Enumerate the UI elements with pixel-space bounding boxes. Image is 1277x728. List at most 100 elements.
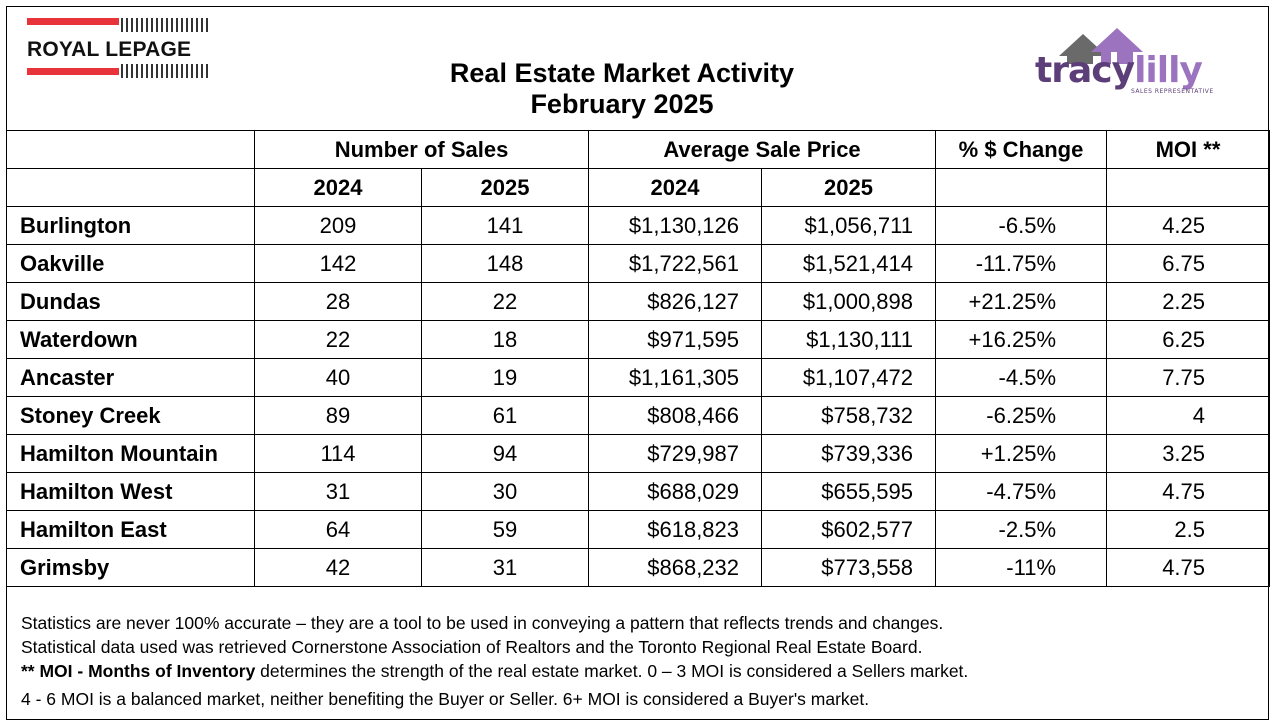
city-name: Burlington xyxy=(6,206,255,245)
avg-price-2024: $729,987 xyxy=(588,434,763,473)
avg-price-2025: $602,577 xyxy=(761,510,937,549)
percent-change: -11% xyxy=(935,548,1108,587)
moi-value: 7.75 xyxy=(1106,358,1271,397)
avg-price-2024: $971,595 xyxy=(588,320,763,359)
header-percent-change: % $ Change xyxy=(935,130,1108,169)
city-name: Oakville xyxy=(6,244,255,283)
sales-2024: 64 xyxy=(254,510,422,549)
report-title: Real Estate Market Activity February 202… xyxy=(7,58,1237,120)
tracy-lilly-logo: tracylilly SALES REPRESENTATIVE xyxy=(1031,22,1241,112)
logo-red-bar-bottom xyxy=(27,68,119,75)
sales-2025: 18 xyxy=(420,320,590,359)
avg-price-2024: $808,466 xyxy=(588,396,763,435)
report-title-line2: February 2025 xyxy=(530,89,714,119)
avg-price-2025: $758,732 xyxy=(761,396,937,435)
sales-2025: 141 xyxy=(420,206,590,245)
percent-change: -2.5% xyxy=(935,510,1108,549)
sales-2025: 61 xyxy=(420,396,590,435)
city-name: Waterdown xyxy=(6,320,255,359)
logo-subtitle: SALES REPRESENTATIVE xyxy=(1131,88,1214,95)
avg-price-2024: $1,722,561 xyxy=(588,244,763,283)
city-name: Grimsby xyxy=(6,548,255,587)
tracy-lilly-wordmark: tracylilly xyxy=(1035,50,1203,91)
city-name: Stoney Creek xyxy=(6,396,255,435)
header-sales-2024: 2024 xyxy=(254,168,422,207)
avg-price-2025: $655,595 xyxy=(761,472,937,511)
percent-change: -6.25% xyxy=(935,396,1108,435)
moi-value: 2.5 xyxy=(1106,510,1271,549)
footnote-accuracy: Statistics are never 100% accurate – the… xyxy=(21,613,944,633)
sales-2025: 22 xyxy=(420,282,590,321)
table-row: Waterdown 22 18 $971,595 $1,130,111 +16.25% 6.… xyxy=(6,320,1271,359)
percent-change: +21.25% xyxy=(935,282,1108,321)
avg-price-2024: $618,823 xyxy=(588,510,763,549)
city-name: Dundas xyxy=(6,282,255,321)
footnote-moi-term: ** MOI - Months of Inventory xyxy=(21,661,256,681)
moi-value: 6.25 xyxy=(1106,320,1271,359)
city-name: Hamilton East xyxy=(6,510,255,549)
sales-2024: 89 xyxy=(254,396,422,435)
royal-lepage-logo: ROYAL LEPAGE xyxy=(27,18,213,82)
avg-price-2024: $826,127 xyxy=(588,282,763,321)
footnote-moi-text: determines the strength of the real esta… xyxy=(255,661,969,681)
report-header: ROYAL LEPAGE Real Estate Market Activity… xyxy=(7,7,1268,131)
sales-2025: 59 xyxy=(420,510,590,549)
percent-change: +1.25% xyxy=(935,434,1108,473)
avg-price-2025: $1,056,711 xyxy=(761,206,937,245)
avg-price-2025: $1,130,111 xyxy=(761,320,937,359)
sales-2024: 114 xyxy=(254,434,422,473)
sales-2024: 31 xyxy=(254,472,422,511)
percent-change: -4.75% xyxy=(935,472,1108,511)
city-name: Hamilton West xyxy=(6,472,255,511)
house-roof-icon xyxy=(1059,28,1143,64)
percent-change: -6.5% xyxy=(935,206,1108,245)
moi-value: 3.25 xyxy=(1106,434,1271,473)
report-title-line1: Real Estate Market Activity xyxy=(449,58,795,88)
city-name: Hamilton Mountain xyxy=(6,434,255,473)
percent-change: -11.75% xyxy=(935,244,1108,283)
sales-2024: 28 xyxy=(254,282,422,321)
logo-tick-marks-bottom xyxy=(121,64,211,78)
logo-word-tracy: tracy xyxy=(1035,50,1135,91)
table-row: Burlington 209 141 $1,130,126 $1,056,711 -6.5… xyxy=(6,206,1271,245)
footnotes: Statistics are never 100% accurate – the… xyxy=(21,611,1261,711)
logo-tick-marks-top xyxy=(121,18,211,32)
header-price-2025: 2025 xyxy=(761,168,937,207)
market-activity-table: Number of Sales Average Sale Price % $ C… xyxy=(6,130,1271,587)
avg-price-2024: $1,161,305 xyxy=(588,358,763,397)
percent-change: +16.25% xyxy=(935,320,1108,359)
sales-2024: 42 xyxy=(254,548,422,587)
moi-value: 4.75 xyxy=(1106,472,1271,511)
moi-value: 4.25 xyxy=(1106,206,1271,245)
table-row: Ancaster 40 19 $1,161,305 $1,107,472 -4.5% 7.7… xyxy=(6,358,1271,397)
moi-value: 2.25 xyxy=(1106,282,1271,321)
sales-2025: 30 xyxy=(420,472,590,511)
sales-2025: 19 xyxy=(420,358,590,397)
year-header-row: 2024 2025 2024 2025 xyxy=(6,168,1271,207)
header-number-of-sales: Number of Sales xyxy=(253,130,590,169)
table-row: Oakville 142 148 $1,722,561 $1,521,414 -11.75… xyxy=(6,244,1271,283)
avg-price-2025: $739,336 xyxy=(761,434,937,473)
empty-header-cell xyxy=(6,168,255,207)
table-row: Hamilton West 31 30 $688,029 $655,595 -4.75% 4… xyxy=(6,472,1271,511)
table-row: Dundas 28 22 $826,127 $1,000,898 +21.25% 2.25 xyxy=(6,282,1271,321)
table-body: Burlington 209 141 $1,130,126 $1,056,711 -6.5… xyxy=(6,206,1271,587)
header-sales-2025: 2025 xyxy=(420,168,590,207)
logo-word-lilly: lilly xyxy=(1134,50,1203,91)
moi-value: 4.75 xyxy=(1106,548,1271,587)
table-row: Hamilton East 64 59 $618,823 $602,577 -2.5% 2.… xyxy=(6,510,1271,549)
avg-price-2024: $868,232 xyxy=(588,548,763,587)
table-row: Grimsby 42 31 $868,232 $773,558 -11% 4.75 xyxy=(6,548,1271,587)
avg-price-2025: $1,521,414 xyxy=(761,244,937,283)
empty-header-cell xyxy=(6,130,255,169)
sales-2025: 31 xyxy=(420,548,590,587)
avg-price-2024: $1,130,126 xyxy=(588,206,763,245)
empty-header-cell xyxy=(935,168,1108,207)
logo-red-bar-top xyxy=(27,18,119,25)
avg-price-2024: $688,029 xyxy=(588,472,763,511)
avg-price-2025: $773,558 xyxy=(761,548,937,587)
sales-2024: 209 xyxy=(254,206,422,245)
moi-value: 6.75 xyxy=(1106,244,1271,283)
sales-2024: 142 xyxy=(254,244,422,283)
report-frame: ROYAL LEPAGE Real Estate Market Activity… xyxy=(6,6,1271,720)
